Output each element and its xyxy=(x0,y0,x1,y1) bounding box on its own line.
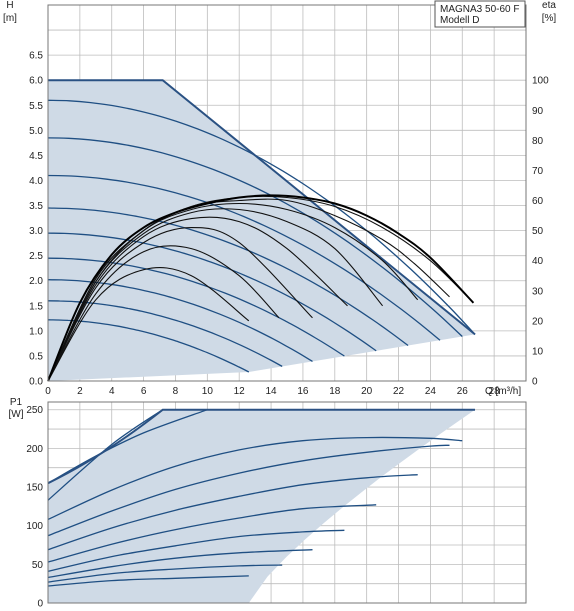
efficiency-curve-max xyxy=(47,194,475,382)
power-curve-6 xyxy=(47,474,418,551)
power-curve-4 xyxy=(47,529,345,572)
x-tick-label: 4 xyxy=(109,386,115,397)
y2-tick-label: 70 xyxy=(532,166,544,177)
y-axis-label-unit: [m] xyxy=(3,13,17,24)
head-curve-4 xyxy=(47,257,345,357)
max-head-curve xyxy=(48,79,476,336)
efficiency-curve-4 xyxy=(47,216,348,382)
y-axis-label-unit: [W] xyxy=(9,409,24,420)
head-chart-panel: 0.0 0.5 1.0 1.5 2.0 2.5 3.0 3.5 4.0 4.5 5.0 5.5 6.0 6… xyxy=(3,0,556,397)
x-tick-label: 24 xyxy=(425,386,437,397)
y-tick-label: 4.5 xyxy=(29,151,43,162)
legend-line-model: MAGNA3 50-60 F xyxy=(440,4,519,15)
y-tick-label: 1.5 xyxy=(29,301,43,312)
power-curve-9 xyxy=(47,409,164,501)
head-envelope-area xyxy=(48,80,476,381)
head-curve-5 xyxy=(47,232,377,352)
y-tick-label: 3.5 xyxy=(29,201,43,212)
x-tick-label: 6 xyxy=(141,386,147,397)
x-tick-label: 20 xyxy=(361,386,373,397)
power-chart-frame xyxy=(47,401,527,604)
efficiency-curve-2 xyxy=(47,245,280,382)
y-tick-label: 5.0 xyxy=(29,126,43,137)
x-tick-label: 16 xyxy=(297,386,309,397)
x-tick-label: 18 xyxy=(329,386,341,397)
x-tick-label: 28 xyxy=(489,386,501,397)
head-curve-7 xyxy=(47,174,441,341)
power-curve-8 xyxy=(47,436,463,521)
power-envelope-area xyxy=(48,409,476,603)
power-curve-10 xyxy=(47,409,208,484)
x-tick-label: 22 xyxy=(393,386,405,397)
power-curve-3 xyxy=(47,549,313,579)
y2-tick-label: 80 xyxy=(532,136,544,147)
y2-tick-label: 40 xyxy=(532,256,544,267)
y-tick-label: 1.0 xyxy=(29,326,43,337)
power-curve-5 xyxy=(47,504,377,563)
y-tick-label: 200 xyxy=(26,444,43,455)
y2-tick-label: 90 xyxy=(532,106,544,117)
y-axis-label-name: H xyxy=(6,0,13,11)
x-axis-label: Q [m³/h] xyxy=(485,386,521,397)
y-tick-label: 0.0 xyxy=(29,377,43,388)
y-tick-label: 6.0 xyxy=(29,76,43,87)
y-axis-label-name: P1 xyxy=(10,397,23,408)
y-tick-label: 0.5 xyxy=(29,351,43,362)
x-tick-label: 2 xyxy=(77,386,83,397)
y2-tick-label: 100 xyxy=(532,76,549,87)
y2-tick-label: 60 xyxy=(532,196,544,207)
x-tick-label: 10 xyxy=(202,386,214,397)
y-tick-label: 3.0 xyxy=(29,226,43,237)
y2-axis-label-name: eta xyxy=(542,0,556,11)
power-curve-2 xyxy=(47,564,283,583)
y2-tick-label: 20 xyxy=(532,316,544,327)
x-tick-label: 14 xyxy=(266,386,278,397)
legend-line-version: Modell D xyxy=(440,15,479,26)
y2-tick-label: 50 xyxy=(532,226,544,237)
efficiency-curve-1 xyxy=(47,267,250,382)
x-tick-label: 8 xyxy=(173,386,179,397)
x-tick-label: 12 xyxy=(234,386,246,397)
y-tick-label: 2.0 xyxy=(29,276,43,287)
y2-tick-label: 10 xyxy=(532,346,544,357)
x-tick-label: 26 xyxy=(457,386,469,397)
y2-tick-label: 30 xyxy=(532,286,544,297)
y-tick-label: 150 xyxy=(26,483,43,494)
y-tick-label: 250 xyxy=(26,405,43,416)
y-tick-label: 5.5 xyxy=(29,101,43,112)
y2-tick-label: 0 xyxy=(532,377,538,388)
power-curve-1 xyxy=(47,575,249,587)
head-curve-8 xyxy=(47,137,463,337)
y-tick-label: 100 xyxy=(26,521,43,532)
x-tick-label: 0 xyxy=(45,386,51,397)
y-tick-label: 4.0 xyxy=(29,176,43,187)
head-curve-6 xyxy=(47,207,409,347)
head-chart-frame xyxy=(47,4,527,382)
y-tick-label: 6.5 xyxy=(29,51,43,62)
y-tick-label: 2.5 xyxy=(29,251,43,262)
y-tick-label: 0 xyxy=(37,599,43,610)
y-tick-label: 50 xyxy=(32,560,44,571)
max-power-curve xyxy=(47,408,476,485)
efficiency-curve-6 xyxy=(47,202,419,382)
head-curve-9 xyxy=(47,99,476,335)
power-curve-7 xyxy=(47,444,450,537)
legend-box: MAGNA3 50-60 F Modell D xyxy=(434,0,526,28)
y2-axis-label-unit: [%] xyxy=(542,13,557,24)
efficiency-curve-3 xyxy=(47,227,313,382)
